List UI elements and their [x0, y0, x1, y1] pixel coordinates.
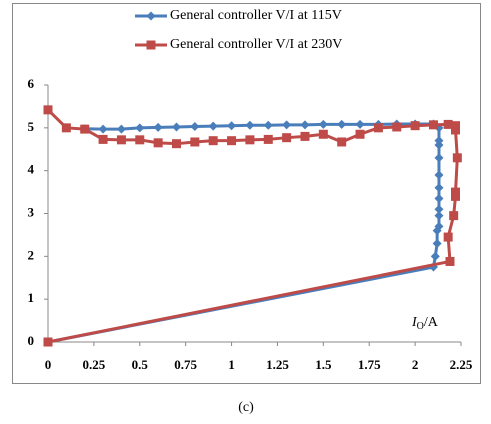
data-point — [116, 124, 126, 134]
data-point — [337, 137, 347, 147]
data-point — [337, 119, 347, 129]
y-tick-label: 3 — [28, 204, 35, 219]
data-point — [80, 124, 90, 134]
series-line — [47, 122, 441, 344]
legend-label: General controller V/I at 230V — [170, 37, 342, 52]
y-tick-label: 1 — [28, 290, 35, 305]
data-point — [227, 121, 237, 131]
data-point — [245, 120, 255, 130]
data-point — [282, 133, 292, 143]
x-axis-label: IO/A — [411, 315, 439, 332]
data-point — [434, 194, 444, 204]
x-tick-label: 0 — [45, 357, 52, 372]
x-label-symbol: I — [411, 315, 418, 330]
data-point — [227, 136, 237, 146]
x-tick-label: 0.25 — [83, 357, 106, 372]
data-point — [208, 136, 218, 146]
data-point — [318, 129, 328, 139]
data-point — [300, 120, 310, 130]
data-point — [434, 170, 444, 180]
x-label-subscript: O — [417, 321, 424, 332]
data-point — [190, 137, 200, 147]
data-point — [153, 122, 163, 132]
data-point — [434, 183, 444, 193]
data-point — [392, 122, 402, 132]
data-point — [263, 134, 273, 144]
data-point — [153, 138, 163, 148]
data-point — [443, 232, 453, 242]
data-point — [443, 119, 453, 129]
x-label-unit: /A — [424, 315, 439, 330]
chart-frame — [12, 3, 481, 384]
data-point — [135, 123, 145, 133]
y-tick-label: 6 — [28, 76, 35, 91]
data-point — [449, 211, 459, 221]
data-point — [116, 135, 126, 145]
caption: (c) — [238, 400, 254, 415]
data-point — [428, 120, 438, 130]
y-tick-label: 2 — [28, 247, 35, 262]
series-line — [46, 108, 459, 344]
legend-label: General controller V/I at 115V — [170, 8, 342, 23]
data-point — [450, 125, 460, 135]
data-point — [171, 122, 181, 132]
data-point — [452, 153, 462, 163]
data-point — [434, 204, 444, 214]
data-point — [190, 122, 200, 132]
data-point — [43, 105, 53, 115]
data-point — [135, 135, 145, 145]
x-tick-label: 1.25 — [266, 357, 289, 372]
data-point — [208, 121, 218, 131]
data-point — [98, 134, 108, 144]
x-tick-label: 1 — [228, 357, 235, 372]
data-point — [282, 120, 292, 130]
data-point — [43, 337, 53, 347]
data-point — [61, 123, 71, 133]
x-tick-label: 1.75 — [358, 357, 381, 372]
x-tick-label: 0.5 — [132, 357, 149, 372]
y-tick-label: 5 — [28, 119, 35, 134]
x-tick-label: 0.75 — [174, 357, 197, 372]
data-point — [355, 129, 365, 139]
legend-marker — [146, 40, 156, 50]
data-point — [450, 191, 460, 201]
y-tick-label: 0 — [28, 333, 35, 348]
y-tick-label: 4 — [28, 162, 35, 177]
x-tick-label: 2 — [412, 357, 419, 372]
legend-marker — [146, 11, 156, 21]
data-point — [432, 226, 442, 236]
x-tick-label: 1.5 — [315, 357, 332, 372]
data-point — [171, 139, 181, 149]
data-point — [355, 119, 365, 129]
data-point — [434, 211, 444, 221]
x-tick-label: 2.25 — [450, 357, 473, 372]
data-point — [98, 124, 108, 134]
data-point — [300, 131, 310, 141]
data-point — [434, 153, 444, 163]
data-point — [373, 123, 383, 133]
data-point — [432, 238, 442, 248]
data-point — [445, 256, 455, 266]
data-point — [263, 120, 273, 130]
data-point — [318, 119, 328, 129]
data-point — [434, 140, 444, 150]
data-point — [410, 121, 420, 131]
data-point — [245, 135, 255, 145]
data-point — [430, 251, 440, 261]
